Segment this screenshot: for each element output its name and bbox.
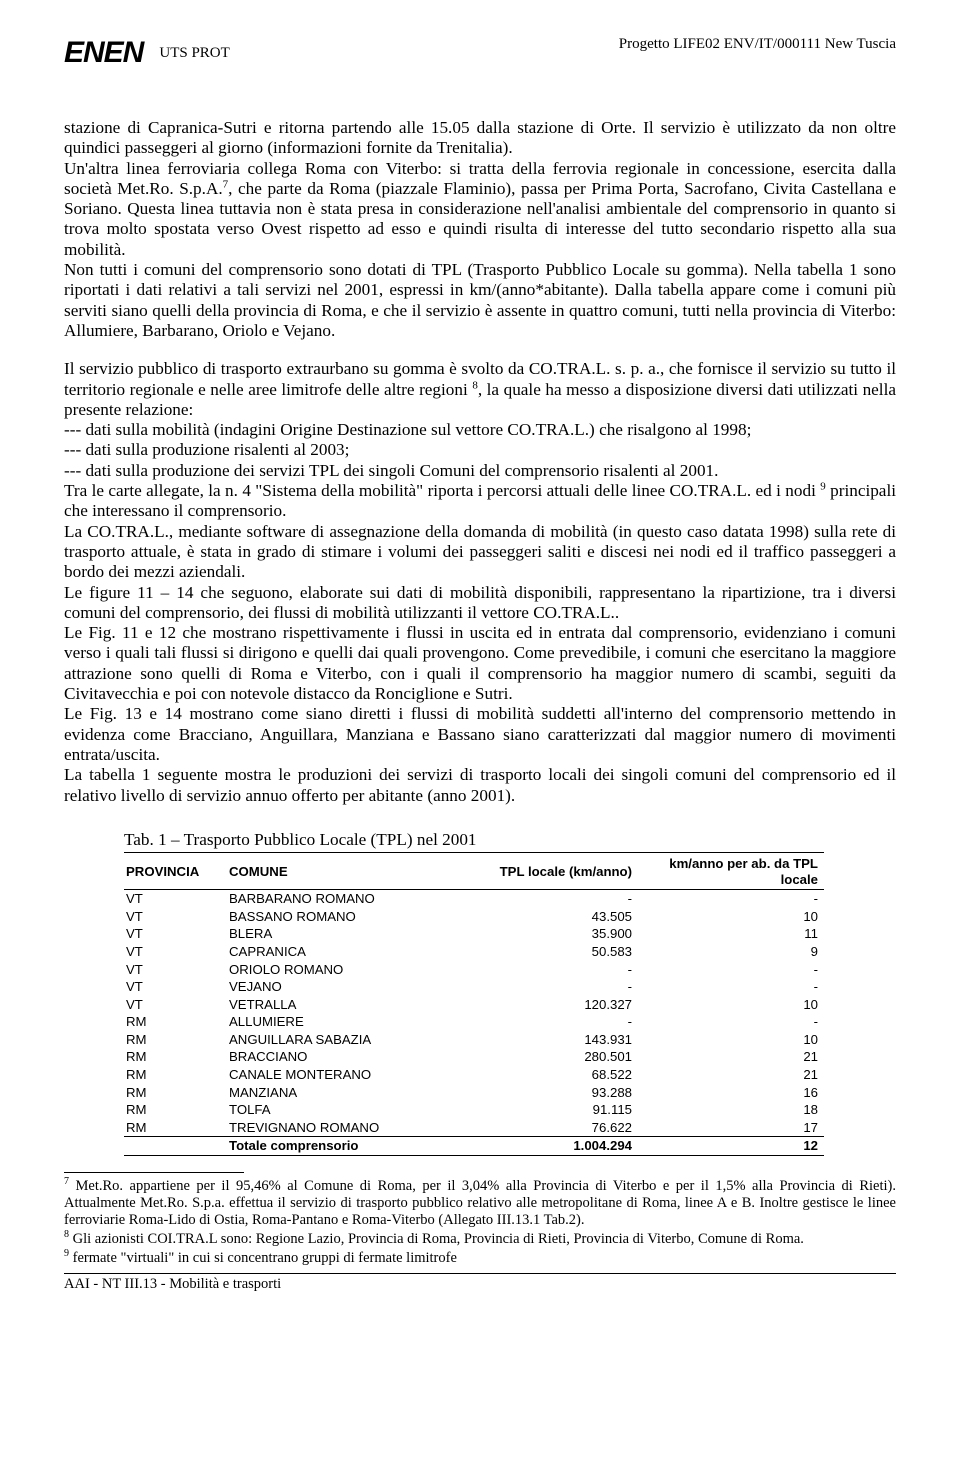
page-header: ENEN UTS PROT Progetto LIFE02 ENV/IT/000… <box>64 36 896 70</box>
table-row: VTBLERA35.90011 <box>124 925 824 943</box>
table-row: VTBASSANO ROMANO43.50510 <box>124 908 824 926</box>
table-head-row: PROVINCIA COMUNE TPL locale (km/anno) km… <box>124 853 824 890</box>
footnote-9: fermate "virtuali" in cui si concentrano… <box>69 1250 457 1266</box>
p8: Le Fig. 11 e 12 che mostrano rispettivam… <box>64 623 896 703</box>
p3: Non tutti i comuni del comprensorio sono… <box>64 260 896 340</box>
footnotes: 7 Met.Ro. appartiene per il 95,46% al Co… <box>64 1168 896 1267</box>
footnote-7: Met.Ro. appartiene per il 95,46% al Comu… <box>64 1178 896 1228</box>
b3: --- dati sulla produzione dei servizi TP… <box>64 461 718 480</box>
table-row: RMANGUILLARA SABAZIA143.93110 <box>124 1031 824 1049</box>
table-row: VTORIOLO ROMANO-- <box>124 961 824 979</box>
tot-c3: 12 <box>638 1137 824 1156</box>
p6: La CO.TRA.L., mediante software di asseg… <box>64 522 896 582</box>
table-row: VTBARBARANO ROMANO-- <box>124 890 824 908</box>
logo: ENEN <box>64 36 143 70</box>
table-row: VTCAPRANICA50.5839 <box>124 943 824 961</box>
table-row: VTVEJANO-- <box>124 978 824 996</box>
table-row: RMBRACCIANO280.50121 <box>124 1048 824 1066</box>
body-text: stazione di Capranica-Sutri e ritorna pa… <box>64 118 896 1156</box>
th-provincia: PROVINCIA <box>124 853 227 890</box>
th-kmab: km/anno per ab. da TPL locale <box>638 853 824 890</box>
header-right: Progetto LIFE02 ENV/IT/000111 New Tuscia <box>619 36 896 53</box>
table-total-row: Totale comprensorio 1.004.294 12 <box>124 1137 824 1156</box>
table-row: RMTREVIGNANO ROMANO76.62217 <box>124 1119 824 1137</box>
table-row: RMMANZIANA93.28816 <box>124 1084 824 1102</box>
tot-c1: Totale comprensorio <box>227 1137 465 1156</box>
table-row: RMCANALE MONTERANO68.52221 <box>124 1066 824 1084</box>
tpl-table: PROVINCIA COMUNE TPL locale (km/anno) km… <box>124 852 824 1156</box>
th-tpl: TPL locale (km/anno) <box>465 853 638 890</box>
table-caption: Tab. 1 – Trasporto Pubblico Locale (TPL)… <box>124 830 896 850</box>
table-row: RMTOLFA91.11518 <box>124 1101 824 1119</box>
b2: --- dati sulla produzione risalenti al 2… <box>64 440 349 459</box>
footnote-8: Gli azionisti COI.TRA.L sono: Regione La… <box>69 1231 804 1247</box>
page-footer: AAI - NT III.13 - Mobilità e trasporti <box>64 1273 896 1293</box>
th-comune: COMUNE <box>227 853 465 890</box>
b1: --- dati sulla mobilità (indagini Origin… <box>64 420 751 439</box>
table-row: RMALLUMIERE-- <box>124 1013 824 1031</box>
table-row: VTVETRALLA120.32710 <box>124 996 824 1014</box>
p9: Le Fig. 13 e 14 mostrano come siano dire… <box>64 704 896 764</box>
tot-c2: 1.004.294 <box>465 1137 638 1156</box>
p7: Le figure 11 – 14 che seguono, elaborate… <box>64 583 896 622</box>
header-left-sub: UTS PROT <box>159 45 229 62</box>
tot-c0 <box>124 1137 227 1156</box>
p1: stazione di Capranica-Sutri e ritorna pa… <box>64 118 896 157</box>
p5a: Tra le carte allegate, la n. 4 "Sistema … <box>64 481 820 500</box>
p10: La tabella 1 seguente mostra le produzio… <box>64 765 896 804</box>
